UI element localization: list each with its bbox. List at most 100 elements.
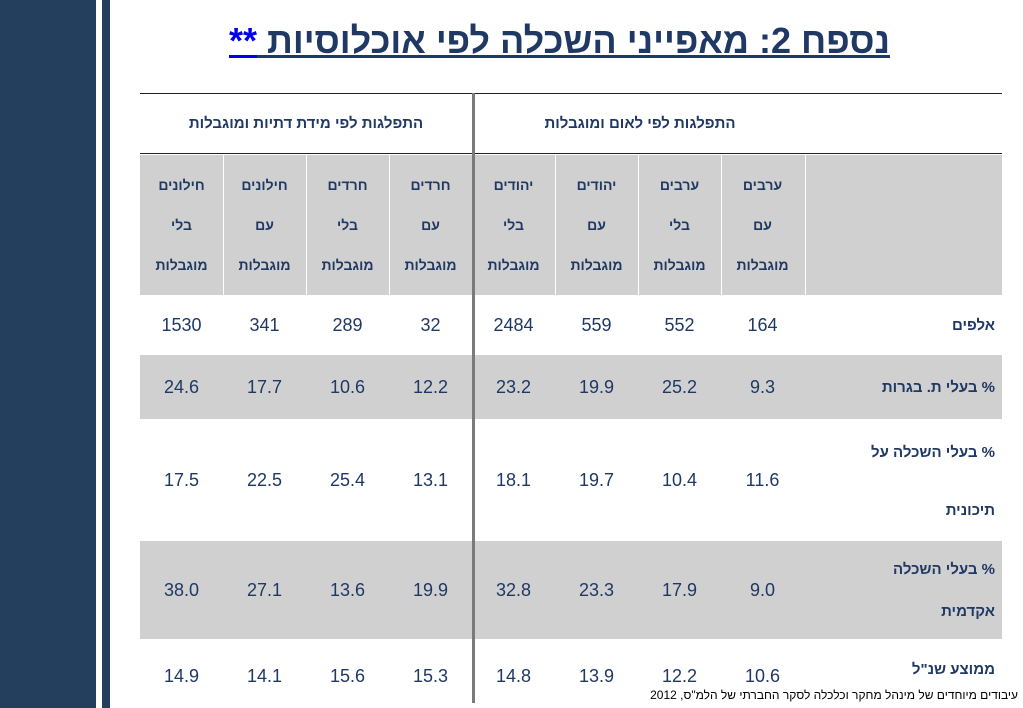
table-cell: 10.6 xyxy=(744,665,781,686)
column-header: יהודים בלי מוגבלות xyxy=(472,155,555,295)
table-cell: 11.6 xyxy=(745,469,780,490)
table-cell: 559 xyxy=(581,314,612,335)
column-header: חרדים בלי מוגבלות xyxy=(306,155,389,295)
column-header: חילונים בלי מוגבלות xyxy=(140,155,223,295)
column-header-line: בלי xyxy=(669,217,690,233)
col-sep xyxy=(306,155,307,295)
group-header-nationality: התפלגות לפי לאום ומוגבלות xyxy=(544,114,736,132)
column-header-line: עם xyxy=(753,217,772,233)
table-cell: 13.6 xyxy=(329,579,366,600)
column-header-line: מוגבלות xyxy=(155,257,208,273)
table-cell: 25.4 xyxy=(329,469,366,490)
sidebar-line xyxy=(102,0,110,708)
table-cell: 19.9 xyxy=(412,579,449,600)
table-cell: 552 xyxy=(664,314,695,335)
title-text: נספח 2: מאפייני השכלה לפי אוכלוסיות xyxy=(267,20,890,61)
col-sep xyxy=(389,155,390,295)
row-label-line: אקדמית xyxy=(941,602,995,620)
table-cell: 19.9 xyxy=(578,376,615,397)
column-header-line: עם xyxy=(421,217,440,233)
table-cell: 10.6 xyxy=(329,376,366,397)
column-header: ערבים עם מוגבלות xyxy=(721,155,804,295)
row-label: ממוצע שנ"ל xyxy=(812,651,995,687)
table-cell: 25.2 xyxy=(661,376,698,397)
table-cell: 17.9 xyxy=(661,579,698,600)
column-header: חרדים עם מוגבלות xyxy=(389,155,472,295)
table-cell: 9.3 xyxy=(749,376,776,397)
table-cell: 12.2 xyxy=(661,665,698,686)
row-label-line: % בעלי השכלה xyxy=(893,560,995,578)
source-footnote: עיבודים מיוחדים של מינהל מחקר וכלכלה לסק… xyxy=(650,688,1018,702)
row-label-line: % בעלי ת. בגרות xyxy=(881,378,995,396)
col-sep xyxy=(721,155,722,295)
col-sep xyxy=(555,155,556,295)
table-cell: 2484 xyxy=(493,314,534,335)
column-header: חילונים עם מוגבלות xyxy=(223,155,306,295)
page-title: נספח 2: מאפייני השכלה לפי אוכלוסיות ** xyxy=(150,20,890,62)
row-label-line: % בעלי השכלה על xyxy=(871,443,995,461)
row-label: % בעלי ת. בגרות xyxy=(812,355,995,419)
group-divider xyxy=(472,93,475,703)
table-cell: 14.8 xyxy=(495,665,532,686)
row-band-4 xyxy=(140,541,1002,639)
group-header-rule xyxy=(140,153,1002,154)
column-header-line: חרדים xyxy=(410,177,451,193)
table-top-rule xyxy=(140,93,1002,94)
table-cell: 17.7 xyxy=(246,376,283,397)
table-cell: 14.9 xyxy=(163,665,200,686)
table-cell: 18.1 xyxy=(495,469,532,490)
table-cell: 32.8 xyxy=(495,579,532,600)
column-header-line: חילונים xyxy=(158,177,205,193)
table-cell: 32 xyxy=(420,314,441,335)
table-cell: 23.2 xyxy=(495,376,532,397)
table-cell: 341 xyxy=(249,314,280,335)
row-band-2 xyxy=(140,355,1002,419)
col-sep xyxy=(223,155,224,295)
table-cell: 23.3 xyxy=(578,579,615,600)
table-cell: 24.6 xyxy=(163,376,200,397)
table-cell: 164 xyxy=(747,314,778,335)
col-sep xyxy=(638,155,639,295)
column-header-line: יהודים xyxy=(576,177,617,193)
table-cell: 1530 xyxy=(161,314,202,335)
column-header-line: עם xyxy=(587,217,606,233)
column-header-line: בלי xyxy=(171,217,192,233)
table-cell: 22.5 xyxy=(246,469,283,490)
data-table: התפלגות לפי מידת דתיות ומוגבלות התפלגות … xyxy=(140,93,1002,703)
table-cell: 12.2 xyxy=(412,376,449,397)
column-header: ערבים בלי מוגבלות xyxy=(638,155,721,295)
column-header-line: בלי xyxy=(503,217,524,233)
table-cell: 19.7 xyxy=(578,469,615,490)
column-header-line: יהודים xyxy=(493,177,534,193)
column-header-line: מוגבלות xyxy=(487,257,540,273)
table-cell: 10.4 xyxy=(661,469,698,490)
title-link[interactable]: ** xyxy=(229,20,258,61)
column-header-line: מוגבלות xyxy=(653,257,706,273)
table-cell: 15.6 xyxy=(329,665,366,686)
table-cell: 38.0 xyxy=(163,579,200,600)
row-label-line: ממוצע שנ"ל xyxy=(911,660,995,678)
table-cell: 15.3 xyxy=(412,665,449,686)
row-label: אלפים xyxy=(812,295,995,355)
table-cell: 27.1 xyxy=(246,579,283,600)
column-header-line: בלי xyxy=(337,217,358,233)
column-header-line: ערבים xyxy=(742,177,783,193)
column-header-line: חרדים xyxy=(327,177,368,193)
column-header-line: חילונים xyxy=(241,177,288,193)
column-header-line: מוגבלות xyxy=(404,257,457,273)
table-cell: 13.9 xyxy=(578,665,615,686)
column-header-line: מוגבלות xyxy=(736,257,789,273)
column-header: יהודים עם מוגבלות xyxy=(555,155,638,295)
row-label: % בעלי השכלה אקדמית xyxy=(812,548,995,632)
row-label-line: תיכונית xyxy=(945,501,995,519)
table-cell: 17.5 xyxy=(163,469,200,490)
table-cell: 14.1 xyxy=(246,665,283,686)
table-cell: 289 xyxy=(332,314,363,335)
column-header-line: מוגבלות xyxy=(238,257,291,273)
col-sep xyxy=(805,155,806,295)
column-header-line: מוגבלות xyxy=(570,257,623,273)
column-header-line: עם xyxy=(255,217,274,233)
table-cell: 9.0 xyxy=(749,579,776,600)
column-header-line: ערבים xyxy=(659,177,700,193)
row-label-line: אלפים xyxy=(951,316,995,334)
